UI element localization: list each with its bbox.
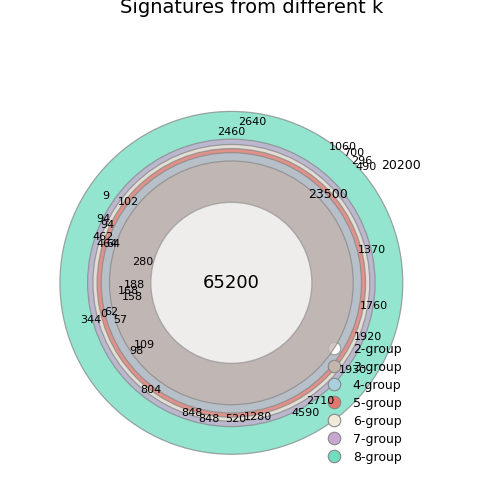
Text: 520: 520 — [225, 414, 246, 424]
Text: 168: 168 — [117, 286, 139, 296]
Text: 1920: 1920 — [353, 332, 382, 342]
Circle shape — [109, 161, 353, 405]
Text: 2640: 2640 — [238, 117, 266, 127]
Text: 1760: 1760 — [360, 300, 388, 310]
Text: 62: 62 — [104, 307, 118, 317]
Text: 1280: 1280 — [244, 412, 272, 422]
Text: 64: 64 — [106, 238, 120, 248]
Circle shape — [88, 139, 375, 426]
Circle shape — [151, 202, 312, 363]
Legend: 2-group, 3-group, 4-group, 5-group, 6-group, 7-group, 8-group: 2-group, 3-group, 4-group, 5-group, 6-gr… — [318, 339, 405, 468]
Text: 1370: 1370 — [358, 245, 386, 255]
Text: 490: 490 — [355, 162, 376, 172]
Text: 296: 296 — [351, 156, 372, 166]
Text: 65200: 65200 — [203, 274, 260, 292]
Text: 848: 848 — [181, 408, 203, 418]
Text: 23500: 23500 — [308, 187, 348, 201]
Text: 1930: 1930 — [339, 364, 367, 374]
Circle shape — [93, 145, 370, 421]
Text: 57: 57 — [113, 315, 127, 325]
Text: 102: 102 — [117, 197, 139, 207]
Text: 188: 188 — [123, 280, 145, 290]
Text: 158: 158 — [121, 292, 143, 302]
Text: 9: 9 — [102, 191, 109, 201]
Text: 20200: 20200 — [381, 159, 420, 172]
Text: 700: 700 — [343, 148, 364, 158]
Text: 109: 109 — [134, 340, 155, 350]
Text: 1060: 1060 — [329, 142, 357, 152]
Text: 98: 98 — [129, 346, 144, 356]
Circle shape — [97, 149, 365, 417]
Text: 0: 0 — [100, 309, 107, 319]
Text: 94: 94 — [100, 220, 114, 230]
Text: 344: 344 — [80, 315, 101, 325]
Text: 2710: 2710 — [306, 396, 334, 406]
Text: 94: 94 — [96, 214, 110, 224]
Circle shape — [101, 153, 361, 413]
Text: 462: 462 — [93, 232, 114, 242]
Text: 464: 464 — [97, 238, 118, 248]
Circle shape — [60, 111, 403, 454]
Text: 848: 848 — [198, 414, 219, 424]
Text: 280: 280 — [132, 257, 153, 267]
Text: 2460: 2460 — [217, 127, 245, 137]
Text: 4590: 4590 — [292, 408, 320, 418]
Title: Signatures from different k: Signatures from different k — [120, 0, 384, 17]
Text: 804: 804 — [140, 385, 161, 395]
